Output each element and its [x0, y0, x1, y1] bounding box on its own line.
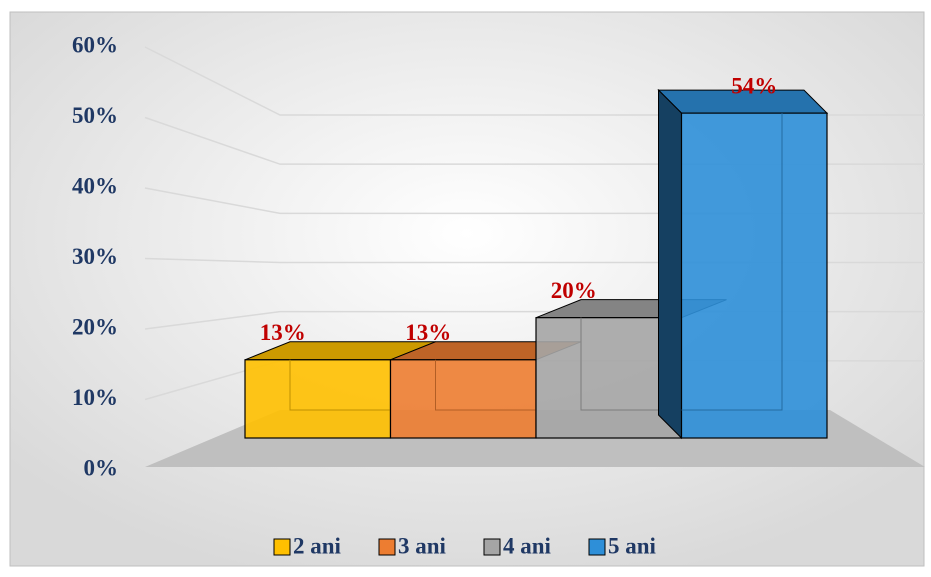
- legend-swatch: [273, 538, 291, 556]
- bar: [535, 317, 683, 439]
- legend-label: 2 ani: [293, 533, 342, 558]
- bar: [680, 112, 828, 439]
- bar-inner-edge: [580, 317, 682, 411]
- value-label: 20%: [551, 278, 597, 303]
- y-tick-label: 30%: [72, 244, 118, 269]
- bar-inner-edge: [681, 113, 783, 411]
- y-tick-label: 10%: [72, 385, 118, 410]
- bar: [389, 359, 537, 439]
- bar: [244, 359, 392, 439]
- value-label: 54%: [731, 73, 777, 98]
- legend-label: 5 ani: [608, 533, 657, 558]
- legend-swatch: [378, 538, 396, 556]
- y-tick-label: 60%: [72, 32, 118, 57]
- bar-inner-edge: [289, 359, 391, 411]
- legend-swatch: [588, 538, 606, 556]
- value-label: 13%: [260, 320, 306, 345]
- y-tick-label: 0%: [84, 455, 119, 480]
- legend-label: 4 ani: [503, 533, 552, 558]
- y-tick-label: 20%: [72, 314, 118, 339]
- y-tick-label: 40%: [72, 173, 118, 198]
- legend-swatch: [483, 538, 501, 556]
- bar-side: [658, 88, 682, 440]
- value-label: 13%: [405, 320, 451, 345]
- legend-label: 3 ani: [398, 533, 447, 558]
- bar-inner-edge: [435, 359, 536, 411]
- y-tick-label: 50%: [72, 103, 118, 128]
